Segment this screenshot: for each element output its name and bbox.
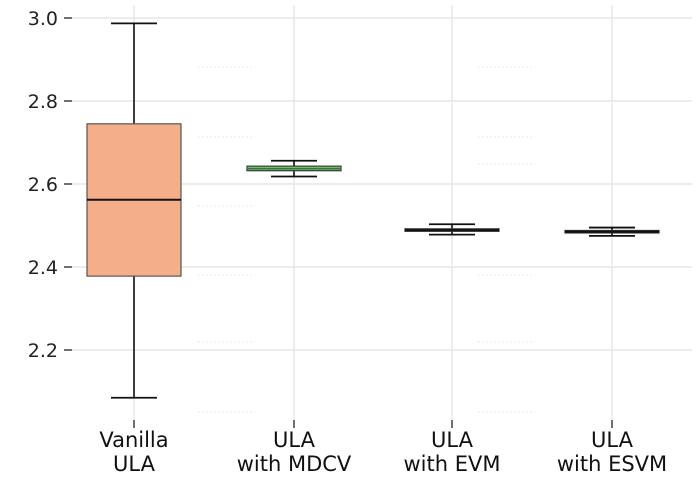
y-tick-label: 2.8	[28, 91, 58, 113]
x-category-label: with ESVM	[557, 452, 667, 476]
y-tick-labels: 2.2 2.4 2.6 2.8 3.0	[28, 8, 72, 362]
x-category-label: ULA	[273, 428, 316, 452]
faint-watermark-layer	[198, 66, 534, 413]
x-category-label: with EVM	[404, 452, 501, 476]
box-2	[246, 159, 342, 178]
x-category-label: with MDCV	[237, 452, 352, 476]
box-1	[86, 22, 182, 399]
y-tick-label: 2.4	[28, 257, 58, 279]
boxes-layer	[86, 22, 660, 399]
x-category-label: ULA	[431, 428, 474, 452]
box-3	[404, 223, 500, 236]
x-category-label: ULA	[591, 428, 634, 452]
y-tick-label: 2.6	[28, 174, 58, 196]
y-tick-label: 2.2	[28, 340, 58, 362]
x-category-label: Vanilla	[99, 428, 168, 452]
x-category-label: ULA	[113, 452, 156, 476]
y-tick-label: 3.0	[28, 8, 58, 30]
box-4	[564, 226, 660, 237]
